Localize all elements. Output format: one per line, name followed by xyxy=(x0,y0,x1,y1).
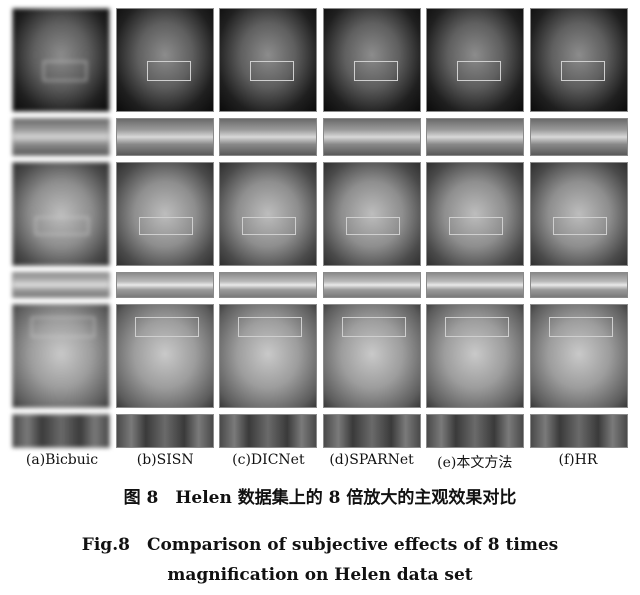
crop-1-ours xyxy=(426,118,525,156)
crop-2-ours xyxy=(426,272,525,298)
face-2-bicubic xyxy=(12,162,110,266)
crop-2-hr xyxy=(529,272,628,298)
caption-english-line-2: magnification on Helen data set xyxy=(167,565,473,585)
row-face-2 xyxy=(12,162,628,266)
face-1-sisn xyxy=(115,8,214,112)
label-sparnet: (d)SPARNet xyxy=(329,452,414,468)
label-ours: (e)本文方法 xyxy=(437,455,513,471)
face-1-bicubic xyxy=(12,8,110,112)
row-crop-1 xyxy=(12,118,628,156)
face-3-dicnet xyxy=(219,304,318,408)
crop-3-sparnet xyxy=(322,414,421,448)
face-3-sisn xyxy=(115,304,214,408)
crop-3-sisn xyxy=(115,414,214,448)
face-3-ours xyxy=(426,304,525,408)
row-crop-3 xyxy=(12,414,628,448)
face-2-ours xyxy=(426,162,525,266)
crop-3-hr xyxy=(529,414,628,448)
crop-2-sisn xyxy=(115,272,214,298)
crop-2-dicnet xyxy=(219,272,318,298)
face-1-sparnet xyxy=(322,8,421,112)
caption-chinese: 图 8 Helen 数据集上的 8 倍放大的主观效果对比 xyxy=(123,488,517,508)
row-face-1 xyxy=(12,8,628,112)
row-face-3 xyxy=(12,304,628,408)
caption-english-line-1: Fig.8 Comparison of subjective effects o… xyxy=(81,535,559,555)
row-crop-2 xyxy=(12,272,628,298)
face-1-hr xyxy=(529,8,628,112)
face-2-dicnet xyxy=(219,162,318,266)
crop-3-dicnet xyxy=(219,414,318,448)
face-1-dicnet xyxy=(219,8,318,112)
face-3-hr xyxy=(529,304,628,408)
figure-grid xyxy=(12,8,628,454)
crop-1-hr xyxy=(529,118,628,156)
face-2-hr xyxy=(529,162,628,266)
crop-3-ours xyxy=(426,414,525,448)
crop-2-bicubic xyxy=(12,272,110,298)
crop-1-sisn xyxy=(115,118,214,156)
label-hr: (f)HR xyxy=(558,452,598,468)
label-dicnet: (c)DICNet xyxy=(232,452,305,468)
crop-1-sparnet xyxy=(322,118,421,156)
face-3-bicubic xyxy=(12,304,110,408)
crop-2-sparnet xyxy=(322,272,421,298)
face-2-sisn xyxy=(115,162,214,266)
face-1-ours xyxy=(426,8,525,112)
face-3-sparnet xyxy=(322,304,421,408)
method-labels: (a)Bicbuic (b)SISN (c)DICNet (d)SPARNet … xyxy=(12,452,628,472)
face-2-sparnet xyxy=(322,162,421,266)
label-bicubic: (a)Bicbuic xyxy=(25,452,99,468)
label-sisn: (b)SISN xyxy=(136,452,194,468)
crop-3-bicubic xyxy=(12,414,110,448)
crop-1-dicnet xyxy=(219,118,318,156)
crop-1-bicubic xyxy=(12,118,110,156)
